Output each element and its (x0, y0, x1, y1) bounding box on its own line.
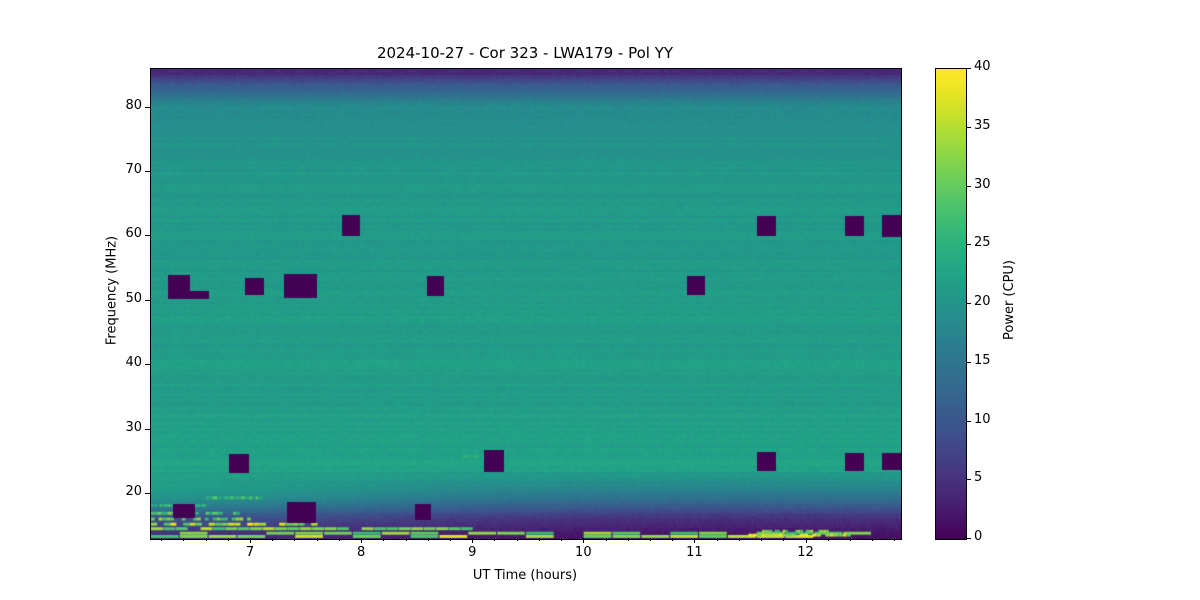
x-axis-minor-tick (427, 538, 429, 541)
colorbar-tick (966, 420, 971, 422)
x-axis-minor-tick (561, 538, 563, 541)
x-axis-minor-tick (605, 538, 607, 541)
y-axis-tick (145, 428, 150, 430)
x-axis-minor-tick (672, 538, 674, 541)
colorbar-tick-label: 10 (974, 411, 991, 427)
x-axis-minor-tick (450, 538, 451, 541)
x-axis-tick-label: 8 (356, 545, 366, 560)
colorbar-tick-label: 5 (974, 470, 983, 486)
x-axis-minor-tick (383, 538, 385, 541)
x-axis-label: UT Time (hours) (472, 568, 578, 583)
spectrogram-heatmap[interactable] (151, 69, 901, 539)
colorbar-tick-label: 25 (974, 235, 991, 251)
colorbar-gradient (936, 69, 966, 539)
x-axis-tick (472, 538, 474, 543)
x-axis-minor-tick (716, 538, 718, 541)
x-axis-minor-tick (783, 538, 785, 541)
x-axis-minor-tick (761, 538, 763, 541)
x-axis-tick-label: 9 (468, 545, 477, 560)
x-axis-tick-label: 10 (575, 545, 592, 560)
x-axis-minor-tick (872, 538, 874, 541)
colorbar-tick-label: 20 (974, 294, 991, 309)
y-axis-tick-label: 50 (125, 290, 142, 306)
x-axis-tick (583, 538, 585, 543)
colorbar-tick (966, 479, 971, 481)
x-axis-minor-tick (405, 538, 407, 541)
y-axis-tick (145, 106, 150, 108)
x-axis-minor-tick (338, 538, 340, 541)
y-axis-tick-label: 40 (125, 355, 142, 371)
y-axis-tick (145, 299, 150, 301)
x-axis-minor-tick (894, 538, 896, 541)
y-axis-tick-label: 70 (125, 162, 142, 177)
colorbar-tick (966, 244, 971, 246)
y-axis-tick (145, 492, 150, 494)
x-axis-minor-tick (494, 538, 496, 541)
x-axis-tick-label: 7 (245, 545, 255, 560)
y-axis-tick-label: 20 (125, 483, 142, 499)
colorbar-tick (966, 361, 971, 363)
colorbar-tick (966, 126, 971, 128)
colorbar-tick-label: 0 (974, 529, 983, 544)
x-axis-minor-tick (272, 538, 274, 541)
colorbar-tick (966, 68, 971, 69)
colorbar-tick-label: 35 (974, 117, 991, 133)
x-axis-minor-tick (827, 538, 829, 541)
x-axis-minor-tick (227, 538, 229, 541)
x-axis-tick (694, 538, 696, 543)
x-axis-minor-tick (316, 538, 318, 541)
x-axis-tick (250, 538, 251, 543)
x-axis-minor-tick (183, 538, 185, 541)
x-axis-minor-tick (161, 538, 163, 541)
x-axis-tick-label: 11 (686, 545, 703, 560)
colorbar-label: Power (CPU) (1002, 260, 1017, 341)
x-axis-minor-tick (205, 538, 207, 541)
page-title: 2024-10-27 - Cor 323 - LWA179 - Pol YY (376, 44, 674, 62)
x-axis-minor-tick (738, 538, 740, 541)
x-axis-minor-tick (538, 538, 540, 541)
y-axis-tick-label: 30 (125, 419, 142, 435)
y-axis-tick-label: 80 (125, 97, 142, 113)
y-axis-tick (145, 364, 150, 366)
x-axis-minor-tick (516, 538, 518, 541)
colorbar-tick-label: 40 (974, 59, 991, 74)
y-axis-tick (145, 171, 150, 172)
colorbar-tick (966, 538, 971, 539)
x-axis-minor-tick (850, 538, 851, 541)
colorbar-tick (966, 185, 971, 187)
spectrogram-axes[interactable] (150, 68, 902, 540)
x-axis-minor-tick (294, 538, 296, 541)
x-axis-tick-label: 12 (797, 545, 814, 560)
colorbar[interactable] (935, 68, 967, 540)
x-axis-tick (361, 538, 363, 543)
x-axis-tick (805, 538, 807, 543)
colorbar-tick (966, 303, 971, 304)
y-axis-tick (145, 235, 150, 237)
colorbar-tick-label: 30 (974, 176, 991, 192)
x-axis-minor-tick (627, 538, 629, 541)
y-axis-tick-label: 60 (125, 226, 142, 242)
x-axis-minor-tick (650, 538, 651, 541)
colorbar-tick-label: 15 (974, 352, 991, 368)
